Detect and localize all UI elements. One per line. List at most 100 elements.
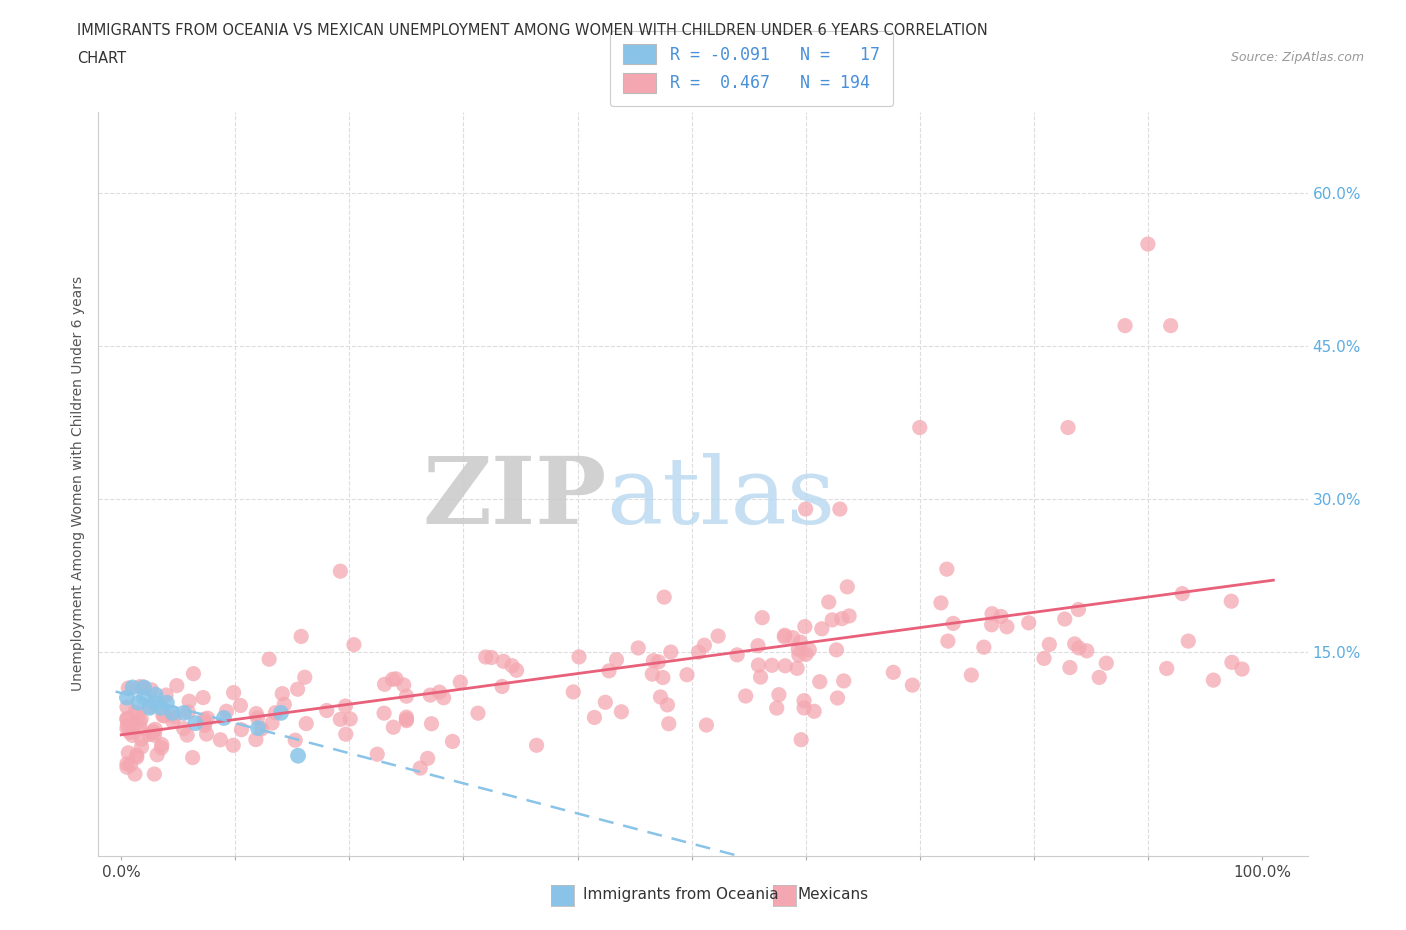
- Point: [191, 690, 214, 705]
- Point: [652, 590, 675, 604]
- Point: [125, 748, 148, 763]
- Point: [132, 680, 155, 695]
- Point: [643, 653, 665, 668]
- Point: [287, 749, 309, 764]
- Point: [1038, 637, 1060, 652]
- Point: [491, 679, 513, 694]
- Point: [163, 710, 186, 724]
- Point: [1156, 661, 1178, 676]
- Point: [627, 641, 650, 656]
- Legend: R = -0.091   N =   17, R =  0.467   N = 194: R = -0.091 N = 17, R = 0.467 N = 194: [610, 31, 893, 106]
- Point: [343, 637, 366, 652]
- Point: [127, 696, 149, 711]
- Point: [1088, 670, 1111, 684]
- Point: [659, 644, 682, 659]
- Point: [768, 687, 790, 702]
- Point: [260, 716, 283, 731]
- Point: [128, 720, 150, 735]
- Point: [650, 689, 672, 704]
- Point: [128, 679, 150, 694]
- Point: [247, 721, 270, 736]
- Point: [936, 633, 959, 648]
- Point: [115, 711, 138, 726]
- Point: [882, 665, 904, 680]
- Point: [115, 721, 138, 736]
- Point: [765, 700, 787, 715]
- Point: [339, 711, 361, 726]
- Point: [145, 687, 167, 702]
- Point: [121, 728, 143, 743]
- Point: [1136, 236, 1159, 251]
- Text: CHART: CHART: [77, 51, 127, 66]
- Point: [209, 732, 232, 747]
- Point: [121, 680, 143, 695]
- Point: [1230, 661, 1253, 676]
- Point: [838, 608, 860, 623]
- Point: [794, 501, 817, 516]
- Point: [222, 737, 245, 752]
- Point: [329, 711, 352, 726]
- Point: [117, 718, 139, 733]
- Text: ZIP: ZIP: [422, 454, 606, 543]
- Point: [184, 716, 207, 731]
- Point: [329, 564, 352, 578]
- Point: [145, 696, 167, 711]
- Point: [803, 704, 825, 719]
- Point: [373, 677, 395, 692]
- Point: [115, 699, 138, 714]
- Point: [605, 652, 627, 667]
- Point: [120, 757, 142, 772]
- Point: [152, 708, 174, 723]
- Point: [1220, 655, 1243, 670]
- Point: [657, 698, 679, 712]
- Point: [273, 697, 295, 711]
- Point: [825, 643, 848, 658]
- Point: [231, 723, 253, 737]
- Point: [131, 732, 153, 747]
- Point: [143, 722, 166, 737]
- Point: [980, 618, 1002, 632]
- Point: [676, 668, 699, 683]
- Text: atlas: atlas: [606, 454, 835, 543]
- Point: [811, 621, 834, 636]
- Point: [492, 654, 515, 669]
- Point: [751, 610, 773, 625]
- Point: [789, 634, 811, 649]
- Point: [827, 691, 849, 706]
- Point: [773, 628, 796, 643]
- Point: [929, 595, 952, 610]
- Point: [526, 737, 548, 752]
- Point: [183, 666, 205, 681]
- Point: [786, 661, 808, 676]
- Point: [793, 693, 815, 708]
- Point: [181, 751, 204, 765]
- Point: [433, 690, 456, 705]
- Point: [156, 696, 179, 711]
- Point: [416, 751, 439, 765]
- Point: [335, 726, 357, 741]
- Point: [1177, 633, 1199, 648]
- Point: [270, 706, 292, 721]
- Text: Immigrants from Oceania: Immigrants from Oceania: [583, 887, 779, 902]
- Text: Source: ZipAtlas.com: Source: ZipAtlas.com: [1230, 51, 1364, 64]
- Text: IMMIGRANTS FROM OCEANIA VS MEXICAN UNEMPLOYMENT AMONG WOMEN WITH CHILDREN UNDER : IMMIGRANTS FROM OCEANIA VS MEXICAN UNEMP…: [77, 23, 988, 38]
- Point: [419, 687, 441, 702]
- Point: [942, 616, 965, 631]
- Point: [831, 611, 853, 626]
- Point: [195, 726, 218, 741]
- Point: [828, 501, 851, 516]
- Point: [794, 647, 817, 662]
- Point: [122, 720, 145, 735]
- Point: [908, 420, 931, 435]
- Point: [1202, 672, 1225, 687]
- Point: [193, 711, 215, 726]
- Point: [808, 674, 831, 689]
- Point: [761, 658, 783, 672]
- Point: [773, 658, 796, 673]
- Point: [1053, 612, 1076, 627]
- Point: [385, 671, 408, 686]
- Point: [382, 720, 405, 735]
- Point: [449, 674, 471, 689]
- Point: [128, 714, 150, 729]
- Point: [793, 619, 815, 634]
